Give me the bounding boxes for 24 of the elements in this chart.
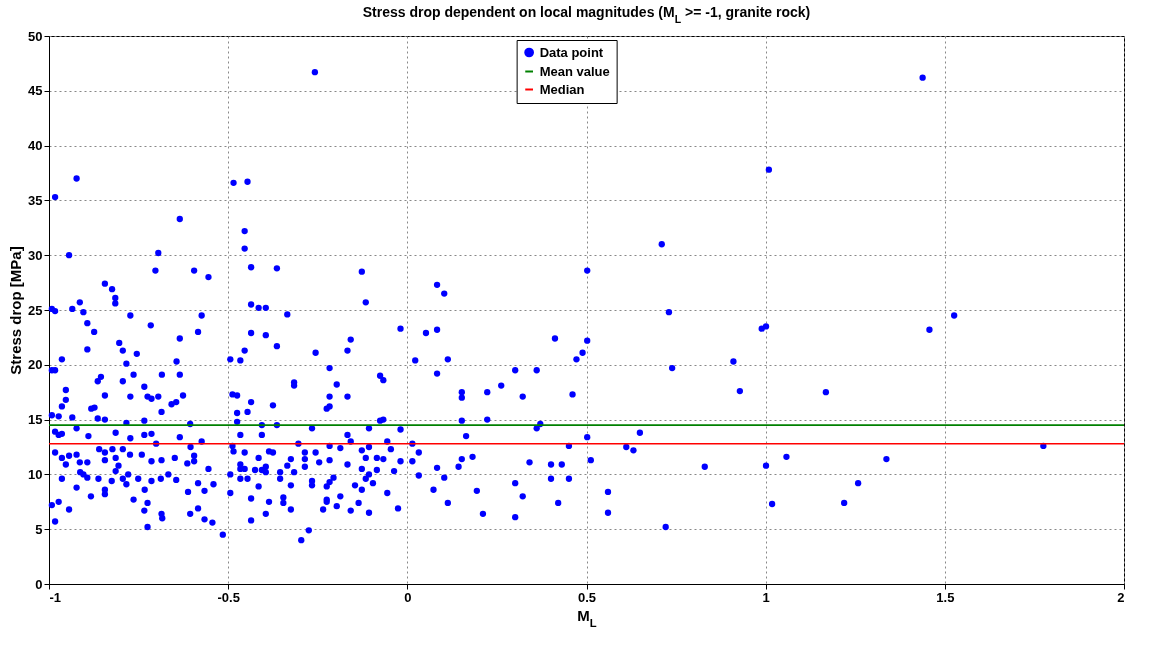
x-axis-title: M$_{L}$: [577, 606, 597, 629]
y-tick-label: 25: [28, 302, 43, 318]
x-tick-label: -0.5: [217, 589, 240, 605]
y-tick-label: 40: [28, 138, 43, 154]
legend-label: Mean value: [539, 63, 610, 79]
chart-title: Stress drop dependent on local magnitudes (M$_{L}$ >= -1, granite rock): [362, 4, 811, 25]
y-tick-label: 35: [28, 192, 43, 208]
x-tick-label: -1: [49, 589, 62, 605]
x-tick-label: 0: [404, 589, 412, 605]
y-tick-label: 15: [28, 412, 43, 428]
y-tick-label: 0: [35, 576, 43, 592]
x-tick-label: 2: [1117, 589, 1125, 605]
y-tick-label: 10: [28, 466, 43, 482]
y-axis-title: Stress drop [MPa]: [7, 246, 25, 375]
y-tick-label: 20: [28, 357, 43, 373]
y-tick-label: 5: [35, 521, 43, 537]
y-tick-label: 30: [28, 247, 43, 263]
y-tick-label: 45: [28, 83, 43, 99]
x-tick-label: 0.5: [577, 589, 597, 605]
legend-label: Median: [539, 81, 585, 97]
x-tick-label: 1.5: [936, 589, 955, 605]
x-tick-label: 1: [762, 589, 770, 605]
y-tick-label: 50: [28, 28, 43, 44]
legend-label: Data point: [539, 44, 604, 60]
